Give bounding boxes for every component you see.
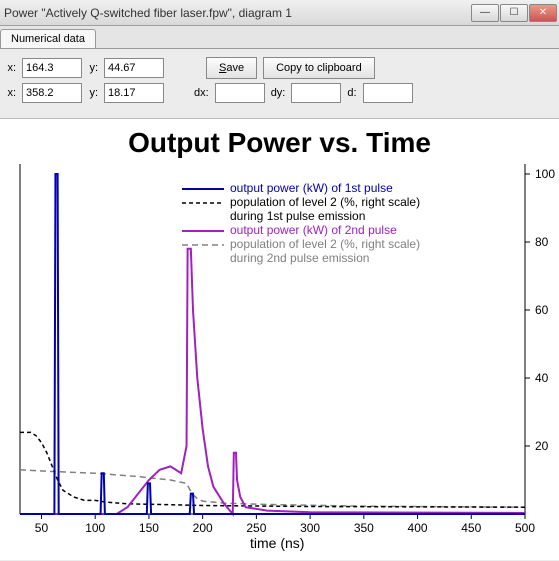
legend-s1: output power (kW) of 1st pulse xyxy=(230,181,420,195)
window-title: Power "Actively Q-switched fiber laser.f… xyxy=(4,6,292,20)
window-titlebar: Power "Actively Q-switched fiber laser.f… xyxy=(0,0,559,26)
legend-s2a: population of level 2 (%, right scale) xyxy=(230,195,420,209)
svg-text:350: 350 xyxy=(354,521,374,535)
svg-text:250: 250 xyxy=(246,521,266,535)
tab-numerical-data[interactable]: Numerical data xyxy=(0,29,96,48)
svg-text:100: 100 xyxy=(85,521,105,535)
close-button[interactable]: ✕ xyxy=(529,4,557,22)
copy-button[interactable]: Copy to clipboard xyxy=(263,57,375,79)
tab-row: Numerical data xyxy=(0,26,559,49)
svg-text:500: 500 xyxy=(515,521,535,535)
x1-label: x: xyxy=(6,62,16,74)
x1-input[interactable] xyxy=(22,58,82,78)
minimize-button[interactable]: ― xyxy=(471,4,499,22)
dy-input[interactable] xyxy=(291,83,341,103)
svg-text:100: 100 xyxy=(535,167,555,181)
legend: output power (kW) of 1st pulse populatio… xyxy=(230,181,420,265)
legend-s3: output power (kW) of 2nd pulse xyxy=(230,223,420,237)
legend-s4b: during 2nd pulse emission xyxy=(230,251,420,265)
d-input[interactable] xyxy=(363,83,413,103)
dx-input[interactable] xyxy=(215,83,265,103)
svg-text:50: 50 xyxy=(35,521,49,535)
y2-label: y: xyxy=(88,87,98,99)
svg-text:200: 200 xyxy=(193,521,213,535)
svg-text:80: 80 xyxy=(535,235,549,249)
d-label: d: xyxy=(347,87,356,99)
y1-label: y: xyxy=(88,62,98,74)
dy-label: dy: xyxy=(271,87,286,99)
y2-input[interactable] xyxy=(104,83,164,103)
x2-label: x: xyxy=(6,87,16,99)
chart-area: Output Power vs. Time 501001502002503003… xyxy=(0,118,559,560)
svg-text:150: 150 xyxy=(139,521,159,535)
legend-s2b: during 1st pulse emission xyxy=(230,209,420,223)
legend-s4a: population of level 2 (%, right scale) xyxy=(230,237,420,251)
svg-text:400: 400 xyxy=(408,521,428,535)
svg-text:60: 60 xyxy=(535,303,549,317)
save-button[interactable]: Save xyxy=(206,57,257,79)
dx-label: dx: xyxy=(194,87,209,99)
controls-panel: x: y: Save Copy to clipboard x: y: dx: d… xyxy=(0,49,559,119)
y1-input[interactable] xyxy=(104,58,164,78)
svg-text:450: 450 xyxy=(461,521,481,535)
svg-text:20: 20 xyxy=(535,439,549,453)
window-buttons: ― ☐ ✕ xyxy=(470,4,557,22)
x2-input[interactable] xyxy=(22,83,82,103)
svg-text:40: 40 xyxy=(535,371,549,385)
x-axis-label: time (ns) xyxy=(250,535,304,551)
maximize-button[interactable]: ☐ xyxy=(500,4,528,22)
svg-text:300: 300 xyxy=(300,521,320,535)
